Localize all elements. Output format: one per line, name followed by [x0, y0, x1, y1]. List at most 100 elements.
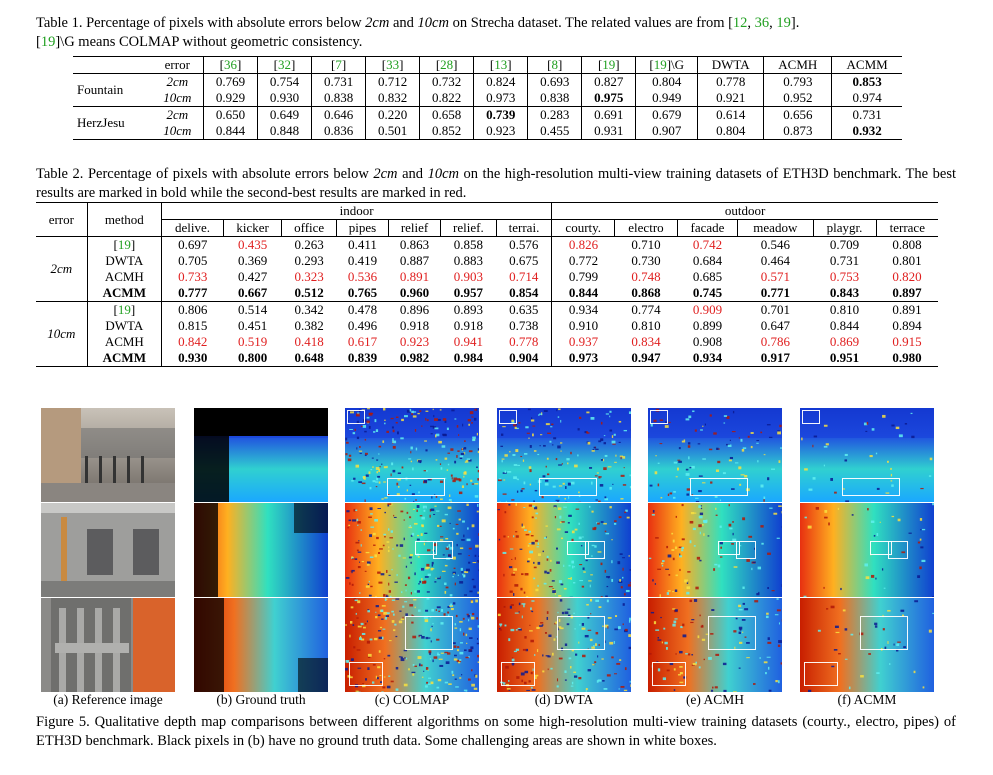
table-cell: 0.614 [697, 106, 764, 123]
table-cell: 0.887 [399, 253, 430, 268]
method-label: ACMM [86, 350, 162, 367]
table-cell: 0.697 [160, 236, 224, 253]
table-cell: 0.984 [453, 350, 483, 365]
depth-map-electro-acmh [648, 503, 782, 597]
table2-header-dataset: electro [614, 219, 678, 237]
table-cell: 0.934 [692, 350, 723, 365]
highlight-box [349, 662, 383, 686]
method-label: ACMH [86, 269, 162, 285]
table1-header-5[interactable]: [13] [473, 56, 528, 74]
subfigure-caption: (d) DWTA [534, 692, 594, 707]
error-label: 2cm [166, 107, 189, 122]
table-cell: 0.283 [527, 106, 582, 123]
table1-header-3[interactable]: [33] [365, 56, 420, 74]
highlight-box [870, 541, 892, 555]
table-cell: 0.800 [238, 350, 268, 365]
table2-header-dataset: kicker [222, 219, 282, 237]
depth-map-pipes-colmap [345, 598, 479, 692]
table2-header-dataset: meadow [737, 219, 813, 237]
table-cell: 0.909 [692, 302, 723, 317]
table-cell: 0.464 [760, 253, 790, 268]
table-cell: 0.899 [692, 318, 723, 333]
table1-header-8[interactable]: [19]\G [635, 56, 698, 74]
highlight-box [802, 410, 820, 424]
table-cell: 0.806 [160, 301, 224, 318]
table-cell: 0.691 [581, 106, 636, 123]
depth-map-courty-ground-truth [194, 408, 328, 502]
method-label: ACMH [86, 334, 162, 350]
table-cell: 0.778 [509, 334, 539, 349]
table-cell: 0.496 [347, 318, 378, 333]
table-cell: 0.733 [160, 269, 224, 285]
method-label[interactable]: [19] [86, 301, 162, 318]
table-cell: 0.897 [892, 285, 922, 300]
table1-header-7[interactable]: [19] [581, 56, 636, 74]
depth-map-electro-ground-truth [194, 503, 328, 597]
table-cell: 0.745 [692, 285, 723, 300]
table-cell: 0.675 [509, 253, 539, 268]
table1-header-9: DWTA [697, 56, 764, 74]
citation-link[interactable]: 19 [40, 34, 56, 50]
table-cell: 0.929 [202, 90, 258, 107]
error-label: 2cm [166, 74, 189, 89]
table-cell: 0.810 [631, 318, 661, 333]
subfigure-caption: (c) COLMAP [374, 692, 450, 707]
citation-link[interactable]: 12 [732, 15, 748, 31]
table2-header-dataset: terrace [875, 219, 938, 237]
table-cell: 0.824 [473, 73, 528, 90]
table1-header-1[interactable]: [32] [256, 56, 312, 74]
table1-header-4[interactable]: [28] [419, 56, 474, 74]
table2-group-outdoor: outdoor [551, 202, 938, 220]
table-cell: 0.973 [551, 350, 615, 367]
table-cell: 0.799 [551, 269, 615, 285]
highlight-box [539, 478, 597, 496]
table-cell: 0.536 [347, 269, 378, 284]
table-cell: 0.974 [831, 90, 902, 107]
table-cell: 0.576 [509, 237, 539, 252]
table-cell: 0.772 [551, 253, 615, 269]
table-cell: 0.709 [829, 237, 860, 252]
citation-link[interactable]: 36 [754, 15, 770, 31]
table-cell: 0.827 [581, 73, 636, 90]
table-cell: 0.903 [453, 269, 483, 284]
table1-header-0[interactable]: [36] [202, 56, 258, 74]
table-row: Fountain 2cm 0.769 0.754 0.731 0.712 0.732 0.82… [73, 73, 902, 97]
table-row: HerzJesu 2cm 0.650 0.649 0.646 0.220 0.658 0.73… [73, 106, 902, 130]
table-cell: 0.854 [509, 285, 539, 300]
table-cell: 0.838 [527, 90, 582, 107]
highlight-box [415, 541, 437, 555]
table-cell: 0.917 [760, 350, 790, 365]
table-cell: 0.369 [238, 253, 268, 268]
table-cell: 0.848 [256, 123, 312, 140]
table-cell: 0.382 [294, 318, 324, 333]
method-label[interactable]: [19] [86, 236, 162, 253]
table-row: ACMH 0.842 0.519 0.418 0.617 0.923 0.941 0.778 0… [36, 334, 938, 350]
highlight-box [842, 478, 900, 496]
depth-map-electro-acmm [800, 503, 934, 597]
table-cell: 0.647 [760, 318, 790, 333]
table1-header-6[interactable]: [8] [527, 56, 582, 74]
table-cell: 0.826 [551, 236, 615, 253]
table1-header-2[interactable]: [7] [311, 56, 366, 74]
table-cell: 0.937 [551, 334, 615, 350]
table-cell: 0.804 [635, 73, 698, 90]
table-cell: 0.842 [160, 334, 224, 350]
table1-header-10: ACMH [763, 56, 832, 74]
citation-link[interactable]: 19 [776, 15, 791, 31]
table-cell: 0.863 [399, 237, 430, 252]
table-cell: 0.705 [160, 253, 224, 269]
table-cell: 0.836 [311, 123, 366, 140]
table-cell: 0.769 [202, 73, 258, 90]
table-cell: 0.427 [238, 269, 268, 284]
table-cell: 0.571 [760, 269, 790, 284]
table-row: ACMM 0.777 0.667 0.512 0.765 0.960 0.957 0.854 0… [36, 285, 938, 302]
table2-header-method: method [86, 202, 162, 237]
table-cell: 0.844 [829, 318, 860, 333]
table-row: ACMM 0.930 0.800 0.648 0.839 0.982 0.984 0.904 0… [36, 350, 938, 367]
table-cell: 0.435 [238, 237, 268, 252]
error-label: 10cm [163, 90, 192, 105]
table-row: ACMH 0.733 0.427 0.323 0.536 0.891 0.903 0.714 0… [36, 269, 938, 285]
table-cell: 0.810 [829, 302, 860, 317]
subfigure-caption: (b) Ground truth [216, 692, 306, 707]
table2-header-dataset: relief [388, 219, 441, 237]
